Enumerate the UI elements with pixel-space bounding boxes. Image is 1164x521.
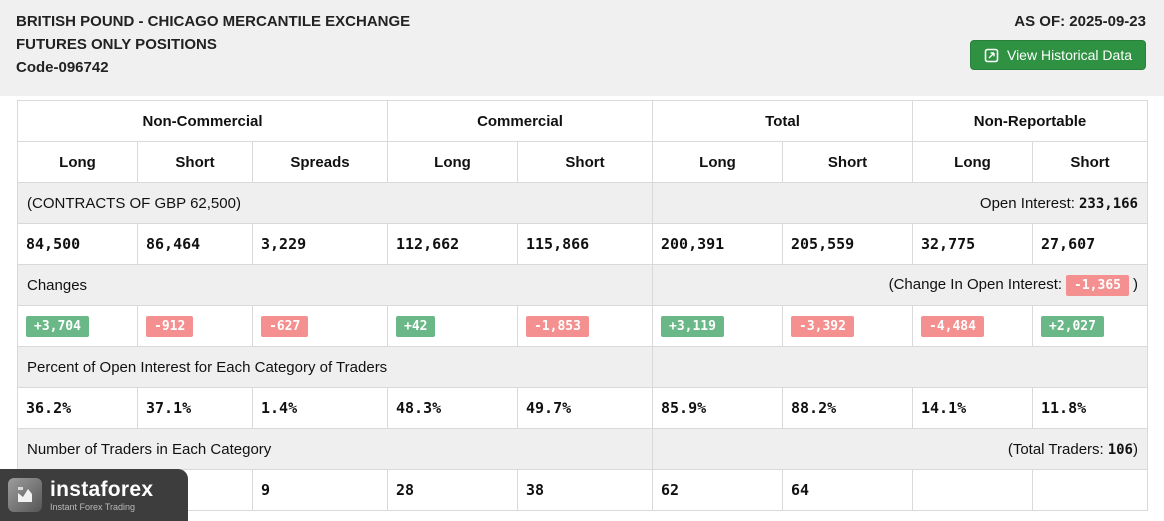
group-header-non-reportable: Non-Reportable	[912, 100, 1148, 142]
trader-count-cell: 62	[652, 469, 783, 511]
group-header-row: Non-Commercial Commercial Total Non-Repo…	[17, 100, 1148, 142]
header-right: AS OF: 2025-09-23 View Historical Data	[969, 10, 1146, 70]
trader-count-cell: 38	[517, 469, 653, 511]
change-badge: +42	[396, 315, 436, 337]
percent-cell: 88.2%	[782, 387, 913, 429]
total-traders-cell: (Total Traders: 106)	[652, 428, 1148, 470]
percent-cell: 1.4%	[252, 387, 388, 429]
column-header-row: Long Short Spreads Long Short Long Short…	[17, 141, 1148, 183]
change-open-interest-cell: (Change In Open Interest: -1,365)	[652, 264, 1148, 306]
view-historical-data-label: View Historical Data	[1006, 47, 1132, 63]
changes-band-row: Changes (Change In Open Interest: -1,365)	[17, 264, 1148, 306]
col-header-nonrep-short: Short	[1032, 141, 1148, 183]
col-header-comm-long: Long	[387, 141, 518, 183]
percent-cell: 37.1%	[137, 387, 253, 429]
open-interest-label: Open Interest:	[979, 194, 1075, 212]
percent-cell: 48.3%	[387, 387, 518, 429]
change-badge: +2,027	[1041, 315, 1104, 337]
traders-band-row: Number of Traders in Each Category (Tota…	[17, 428, 1148, 470]
position-cell: 115,866	[517, 223, 653, 265]
change-badge: -3,392	[791, 315, 854, 337]
percent-cell: 14.1%	[912, 387, 1033, 429]
col-header-total-long: Long	[652, 141, 783, 183]
percent-cell: 36.2%	[17, 387, 138, 429]
col-header-noncomm-long: Long	[17, 141, 138, 183]
open-interest-cell: Open Interest: 233,166	[652, 182, 1148, 224]
instaforex-watermark: instaforex Instant Forex Trading	[0, 469, 188, 521]
percent-cell: 49.7%	[517, 387, 653, 429]
as-of-date: AS OF: 2025-09-23	[1014, 13, 1146, 30]
changes-label: Changes	[17, 264, 653, 306]
group-header-total: Total	[652, 100, 913, 142]
change-badge: -4,484	[921, 315, 984, 337]
position-cell: 205,559	[782, 223, 913, 265]
percents-row: 36.2% 37.1% 1.4% 48.3% 49.7% 85.9% 88.2%…	[17, 387, 1148, 429]
trader-count-cell: 9	[252, 469, 388, 511]
group-header-non-commercial: Non-Commercial	[17, 100, 388, 142]
col-header-nonrep-long: Long	[912, 141, 1033, 183]
trader-count-cell	[1032, 469, 1148, 511]
position-cell: 200,391	[652, 223, 783, 265]
changes-row: +3,704 -912 -627 +42 -1,853 +3,119 -3,39…	[17, 305, 1148, 347]
trader-count-cell	[912, 469, 1033, 511]
col-header-noncomm-short: Short	[137, 141, 253, 183]
col-header-comm-short: Short	[517, 141, 653, 183]
change-badge: -912	[146, 315, 194, 337]
percent-band-right	[652, 346, 1148, 388]
trader-count-cell: 64	[782, 469, 913, 511]
position-cell: 112,662	[387, 223, 518, 265]
cot-table: Non-Commercial Commercial Total Non-Repo…	[17, 100, 1148, 511]
contracts-label: (CONTRACTS OF GBP 62,500)	[17, 182, 653, 224]
total-traders-suffix: )	[1133, 440, 1138, 458]
watermark-text: instaforex Instant Forex Trading	[50, 479, 153, 512]
percent-cell: 11.8%	[1032, 387, 1148, 429]
open-interest-value: 233,166	[1078, 195, 1138, 212]
traders-label: Number of Traders in Each Category	[17, 428, 653, 470]
report-title-line1: BRITISH POUND - CHICAGO MERCANTILE EXCHA…	[16, 13, 411, 30]
change-badge: -627	[261, 315, 309, 337]
total-traders-value: 106	[1107, 441, 1133, 458]
report-code: Code-096742	[16, 59, 109, 76]
position-cell: 3,229	[252, 223, 388, 265]
total-traders-prefix: (Total Traders:	[1007, 440, 1104, 458]
position-cell: 27,607	[1032, 223, 1148, 265]
position-cell: 84,500	[17, 223, 138, 265]
change-oi-suffix: )	[1133, 275, 1138, 293]
watermark-tagline: Instant Forex Trading	[50, 501, 136, 512]
report-title-line2: FUTURES ONLY POSITIONS	[16, 36, 217, 53]
change-badge: +3,704	[26, 315, 89, 337]
position-cell: 86,464	[137, 223, 253, 265]
change-oi-prefix: (Change In Open Interest:	[888, 275, 1063, 293]
change-oi-value-badge: -1,365	[1066, 274, 1129, 296]
position-cell: 32,775	[912, 223, 1033, 265]
view-historical-data-icon	[984, 48, 999, 63]
change-badge: +3,119	[661, 315, 724, 337]
col-header-noncomm-spreads: Spreads	[252, 141, 388, 183]
instaforex-logo-icon	[8, 478, 42, 512]
positions-row: 84,500 86,464 3,229 112,662 115,866 200,…	[17, 223, 1148, 265]
percent-cell: 85.9%	[652, 387, 783, 429]
contracts-band-row: (CONTRACTS OF GBP 62,500) Open Interest:…	[17, 182, 1148, 224]
col-header-total-short: Short	[782, 141, 913, 183]
report-titles: BRITISH POUND - CHICAGO MERCANTILE EXCHA…	[16, 10, 410, 79]
percent-band-row: Percent of Open Interest for Each Catego…	[17, 346, 1148, 388]
view-historical-data-button[interactable]: View Historical Data	[969, 40, 1146, 70]
percent-label: Percent of Open Interest for Each Catego…	[17, 346, 653, 388]
group-header-commercial: Commercial	[387, 100, 653, 142]
report-header: BRITISH POUND - CHICAGO MERCANTILE EXCHA…	[0, 0, 1164, 96]
change-badge: -1,853	[526, 315, 589, 337]
watermark-brand: instaforex	[50, 477, 154, 501]
trader-count-cell: 28	[387, 469, 518, 511]
